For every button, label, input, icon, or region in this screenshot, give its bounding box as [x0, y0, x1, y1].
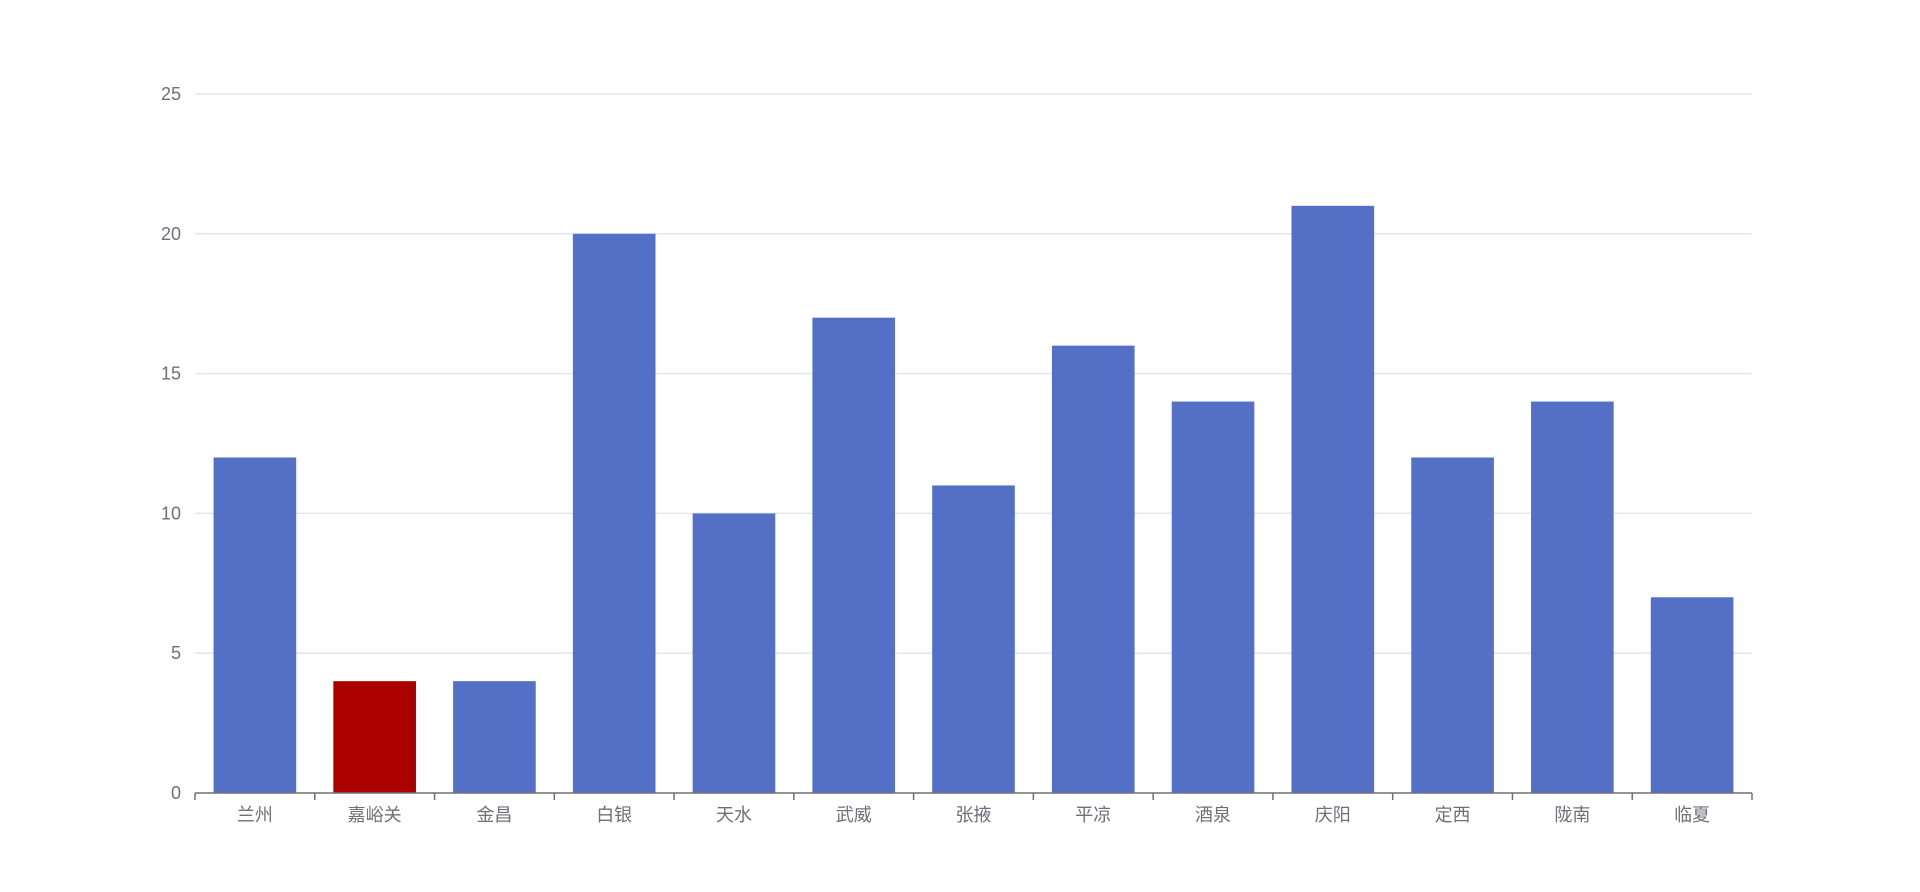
y-tick-label: 15: [161, 364, 181, 384]
x-tick-label: 张掖: [956, 805, 992, 826]
bar-7[interactable]: [1051, 345, 1135, 793]
y-tick-label: 10: [161, 503, 181, 523]
bars: [213, 205, 1734, 794]
x-tick-label: 庆阳: [1315, 805, 1351, 826]
x-tick-label: 酒泉: [1195, 805, 1231, 826]
x-tick-label: 天水: [716, 805, 752, 826]
bar-4[interactable]: [692, 513, 776, 793]
x-axis-tick-labels: 兰州 嘉峪关 金昌 白银 天水 武威 张掖 平凉 酒泉 庆阳 定西 陇南 临夏: [237, 805, 1710, 826]
x-tick-label: 白银: [596, 805, 632, 826]
x-tick-label: 陇南: [1554, 805, 1590, 826]
bar-11[interactable]: [1531, 401, 1614, 793]
x-tick-label: 临夏: [1674, 805, 1710, 826]
y-tick-label: 20: [161, 224, 181, 244]
bar-10[interactable]: [1411, 457, 1494, 793]
y-tick-label: 0: [171, 783, 181, 803]
x-tick-label: 定西: [1435, 805, 1471, 826]
y-tick-label: 25: [161, 84, 181, 104]
x-tick-label: 平凉: [1075, 805, 1111, 826]
x-tick-label: 金昌: [476, 805, 512, 826]
bar-2[interactable]: [453, 681, 536, 793]
bar-1[interactable]: [333, 681, 416, 793]
x-tick-label: 嘉峪关: [348, 805, 402, 826]
bar-12[interactable]: [1650, 597, 1734, 793]
y-axis-tick-labels: 0 5 10 15 20 25: [161, 84, 181, 803]
bar-0[interactable]: [213, 457, 297, 793]
x-tick-label: 武威: [836, 805, 872, 826]
bar-5[interactable]: [812, 317, 896, 793]
y-tick-label: 5: [171, 643, 181, 663]
x-tick-label: 兰州: [237, 805, 273, 826]
bar-6[interactable]: [932, 485, 1015, 793]
bar-8[interactable]: [1171, 401, 1255, 793]
bar-9[interactable]: [1291, 205, 1375, 794]
x-axis: [194, 792, 1753, 800]
bar-3[interactable]: [572, 233, 656, 794]
